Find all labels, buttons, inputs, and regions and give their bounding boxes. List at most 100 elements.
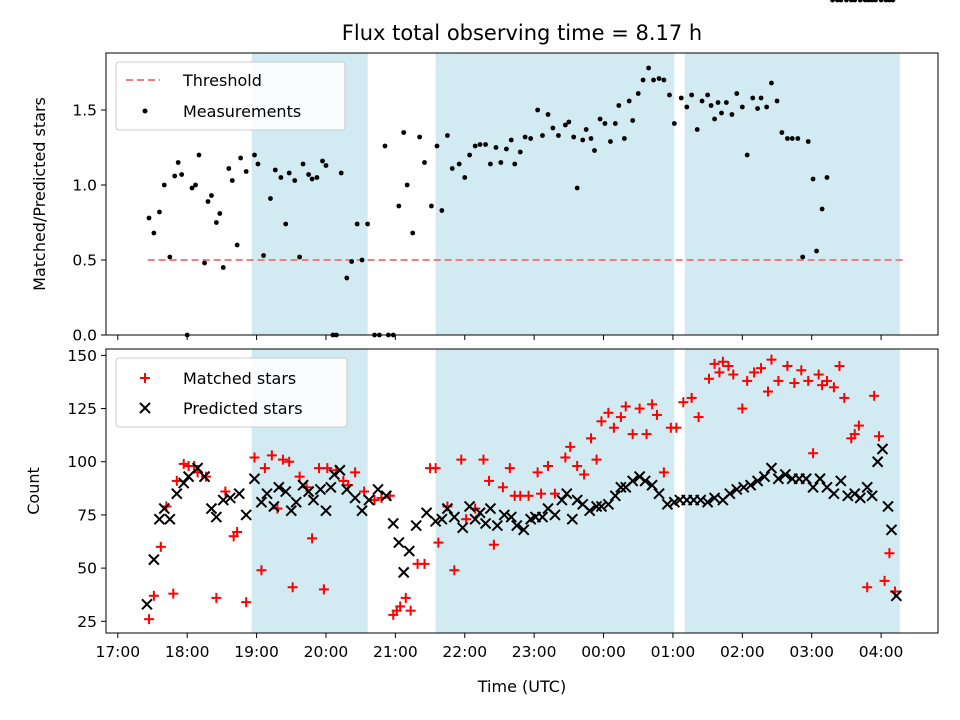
legend-threshold-label: Threshold xyxy=(182,71,262,90)
measurement-point xyxy=(472,143,478,149)
measurement-point xyxy=(229,178,235,183)
predicted-star-point xyxy=(842,490,854,502)
x-ticks: 17:00 18:00 19:00 20:00 21:00 22:00 23:00 00:00… xyxy=(95,335,903,661)
predicted-star-point xyxy=(556,494,568,506)
measurement-point xyxy=(220,265,226,270)
x-tick-label: 04:00 xyxy=(859,643,904,661)
measurement-point xyxy=(750,95,756,101)
x-tick-label: 23:00 xyxy=(512,643,557,661)
predicted-star-point xyxy=(536,511,549,523)
matched-star-point xyxy=(560,452,571,463)
bottom-y-tick-label: 100 xyxy=(67,453,97,471)
predicted-star-point xyxy=(779,468,792,481)
x-tick-label: 00:00 xyxy=(581,643,626,661)
predicted-star-point xyxy=(158,502,170,515)
matched-star-point xyxy=(579,469,590,480)
predicted-star-point xyxy=(518,524,530,536)
predicted-star-point xyxy=(772,473,785,485)
predicted-star-point xyxy=(325,481,337,493)
predicted-star-point xyxy=(583,504,596,517)
matched-star-point xyxy=(620,401,631,412)
measurement-point xyxy=(255,161,261,167)
matched-star-point xyxy=(318,584,329,595)
measurement-point xyxy=(283,221,289,227)
measurement-point xyxy=(800,254,806,260)
x-tick-label: 18:00 xyxy=(165,643,210,661)
matched-star-point xyxy=(405,605,416,616)
measurement-point xyxy=(857,0,863,3)
predicted-star-point xyxy=(871,456,884,468)
measurement-point xyxy=(734,91,740,96)
matched-star-point xyxy=(419,558,430,569)
measurement-point xyxy=(667,92,672,98)
measurement-point xyxy=(785,136,790,141)
matched-star-point xyxy=(294,471,305,482)
matched-star-point xyxy=(287,582,298,593)
measurement-point xyxy=(630,118,636,123)
measurement-point xyxy=(723,100,729,105)
predicted-star-point xyxy=(653,487,665,500)
legend-predicted-marker xyxy=(139,402,151,414)
matched-star-point xyxy=(728,369,739,380)
matched-star-point xyxy=(849,429,860,440)
measurement-point xyxy=(550,125,556,131)
matched-star-point xyxy=(307,533,318,544)
measurement-point xyxy=(503,146,509,152)
matched-star-point xyxy=(277,454,288,465)
x-axis-label: Time (UTC) xyxy=(477,677,566,696)
predicted-star-point xyxy=(198,470,211,483)
measurement-point xyxy=(161,182,167,188)
measurement-point xyxy=(705,92,711,98)
measurement-point xyxy=(292,178,298,183)
matched-star-point xyxy=(395,601,406,612)
measurement-point xyxy=(824,175,830,180)
matched-star-point xyxy=(478,454,489,465)
measurement-point xyxy=(805,139,811,144)
predicted-star-point xyxy=(164,513,176,525)
measurement-point xyxy=(189,185,195,191)
predicted-star-point xyxy=(248,473,261,485)
measurement-point xyxy=(234,242,240,248)
measurement-point xyxy=(708,103,714,108)
measurement-point xyxy=(810,176,816,182)
predicted-star-point xyxy=(595,500,608,513)
measurement-point xyxy=(268,196,273,201)
measurement-point xyxy=(838,0,844,3)
chart-title: Flux total observing time = 8.17 h xyxy=(342,21,702,45)
matched-star-point xyxy=(596,416,607,427)
predicted-star-point xyxy=(828,487,840,500)
matched-star-point xyxy=(488,539,499,550)
measurement-point xyxy=(661,77,667,83)
matched-star-point xyxy=(756,363,767,374)
top-y-tick-label: 0.0 xyxy=(72,327,97,345)
top-y-tick-label: 1.5 xyxy=(72,102,97,120)
measurement-point xyxy=(306,172,312,177)
predicted-star-point xyxy=(191,462,204,474)
matched-star-point xyxy=(461,514,472,525)
measurement-point xyxy=(830,0,835,3)
legend-predicted-cross xyxy=(139,402,151,414)
top-axes-frame xyxy=(105,52,939,336)
predicted-star-point xyxy=(341,483,353,496)
measurement-point xyxy=(819,206,825,212)
predicted-star-point xyxy=(744,479,757,491)
measurement-point xyxy=(616,103,622,108)
predicted-star-point xyxy=(566,513,579,525)
matched-star-point xyxy=(874,431,885,442)
predicted-star-point xyxy=(639,475,651,487)
matched-star-point xyxy=(714,367,725,378)
predicted-star-point xyxy=(835,475,847,487)
measurement-point xyxy=(588,136,594,141)
measurement-point xyxy=(175,160,181,165)
predicted-star-point xyxy=(171,487,183,500)
measurement-point xyxy=(417,134,423,140)
measurement-point xyxy=(758,95,764,101)
legend-matched-marker xyxy=(140,373,150,383)
predicted-star-point xyxy=(261,487,273,500)
matched-star-point xyxy=(603,407,614,418)
legend-measurements-label: Measurements xyxy=(183,102,301,121)
matched-star-point xyxy=(717,356,728,367)
bottom-y-ticks: 25 50 75 100 125 150 xyxy=(67,347,106,631)
predicted-star-point xyxy=(349,492,361,504)
measurement-point xyxy=(449,166,455,171)
